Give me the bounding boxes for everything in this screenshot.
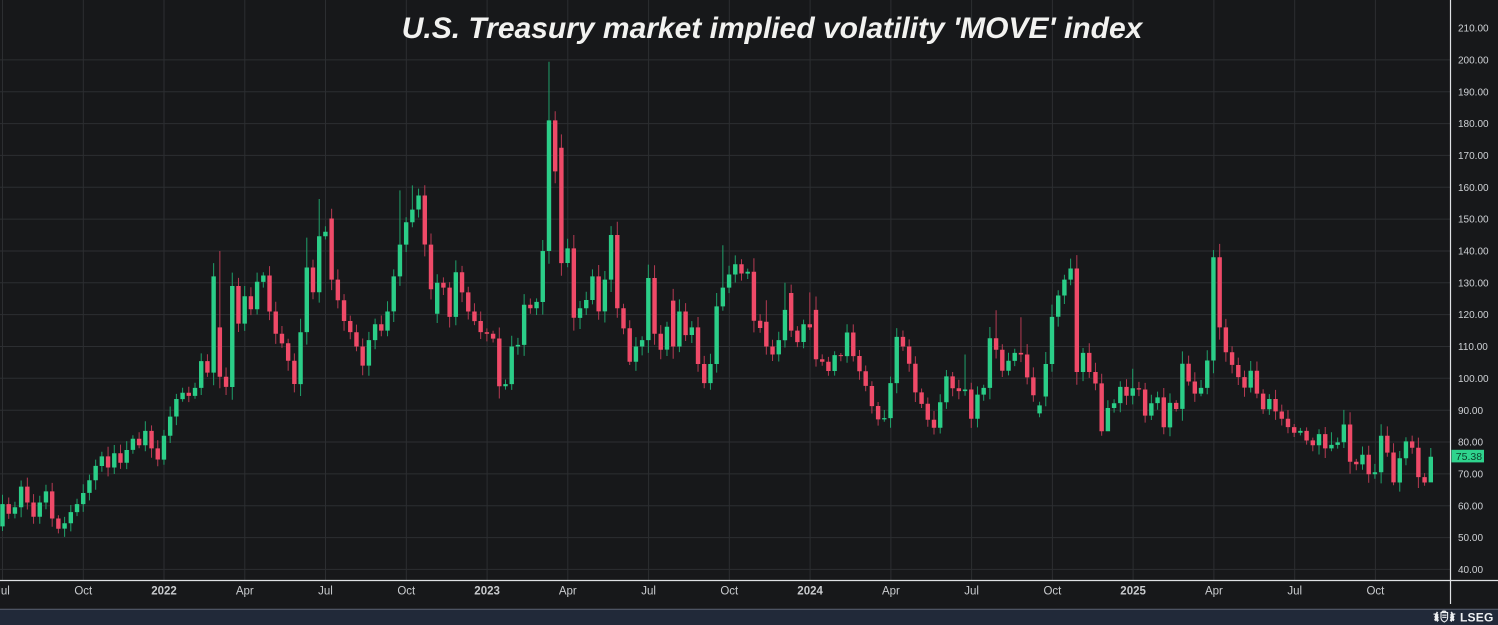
svg-text:150.00: 150.00 (1458, 215, 1489, 226)
svg-text:180.00: 180.00 (1458, 119, 1489, 130)
svg-text:160.00: 160.00 (1458, 183, 1489, 194)
svg-text:2022: 2022 (151, 586, 177, 598)
svg-text:50.00: 50.00 (1458, 533, 1483, 544)
svg-text:Jul: Jul (0, 586, 10, 598)
svg-text:80.00: 80.00 (1458, 438, 1483, 449)
svg-text:Jul: Jul (964, 586, 979, 598)
svg-text:2023: 2023 (474, 586, 500, 598)
svg-text:Oct: Oct (1043, 586, 1062, 598)
svg-text:210.00: 210.00 (1458, 24, 1489, 35)
svg-text:Oct: Oct (74, 586, 93, 598)
svg-text:140.00: 140.00 (1458, 247, 1489, 258)
svg-text:Apr: Apr (1205, 586, 1223, 598)
svg-text:190.00: 190.00 (1458, 87, 1489, 98)
svg-text:40.00: 40.00 (1458, 565, 1483, 576)
svg-text:Oct: Oct (720, 586, 739, 598)
svg-text:Apr: Apr (882, 586, 900, 598)
svg-text:Oct: Oct (397, 586, 416, 598)
svg-text:120.00: 120.00 (1458, 310, 1489, 321)
svg-text:Apr: Apr (559, 586, 577, 598)
svg-text:100.00: 100.00 (1458, 374, 1489, 385)
svg-text:Jul: Jul (318, 586, 333, 598)
svg-text:Jul: Jul (1287, 586, 1302, 598)
svg-text:2025: 2025 (1120, 586, 1146, 598)
svg-text:U.S. Treasury market implied v: U.S. Treasury market implied volatility … (402, 12, 1144, 45)
svg-text:170.00: 170.00 (1458, 151, 1489, 162)
svg-text:90.00: 90.00 (1458, 406, 1483, 417)
svg-text:200.00: 200.00 (1458, 56, 1489, 67)
svg-text:70.00: 70.00 (1458, 470, 1483, 481)
svg-text:75.38: 75.38 (1456, 451, 1482, 463)
svg-text:110.00: 110.00 (1458, 342, 1488, 353)
svg-text:Oct: Oct (1366, 586, 1385, 598)
svg-text:60.00: 60.00 (1458, 501, 1483, 512)
svg-text:Apr: Apr (236, 586, 254, 598)
svg-text:130.00: 130.00 (1458, 278, 1489, 289)
svg-text:2024: 2024 (797, 586, 823, 598)
svg-text:Jul: Jul (641, 586, 656, 598)
svg-text:LSEG: LSEG (1460, 611, 1493, 625)
